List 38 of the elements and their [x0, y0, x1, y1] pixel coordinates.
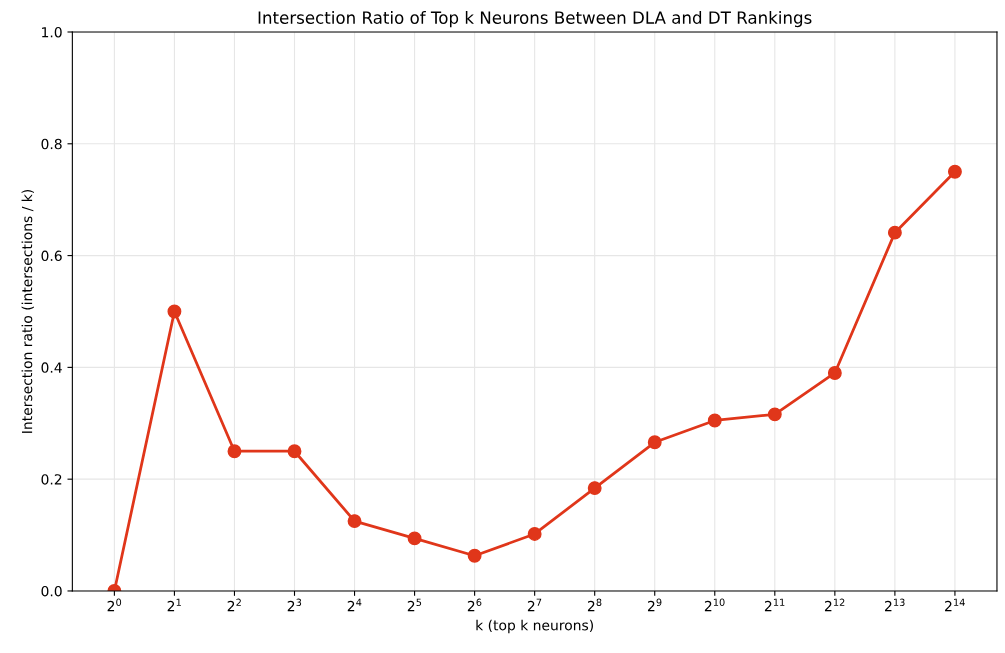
x-tick-label: 2$^{8}$ [587, 598, 602, 612]
point [347, 514, 362, 529]
chart-title: Intersection Ratio of Top k Neurons Between DLA and DT Rankings [258, 11, 812, 28]
x-tick-label: 2$^{12}$ [824, 598, 845, 612]
x-tick-label: 2$^{3}$ [287, 598, 302, 612]
x-tick-label: 2$^{0}$ [107, 598, 122, 612]
y-tick-label: 1.0 [42, 26, 62, 38]
y-tick-label: 0.4 [41, 362, 62, 373]
y-axis-title: Intersection ratio (intersections / k) [21, 189, 34, 433]
x-tick-label: 2$^{7}$ [527, 598, 542, 612]
point [647, 435, 662, 450]
point [167, 304, 182, 319]
point [827, 366, 842, 380]
point [767, 407, 782, 422]
y-tick-label: 0.8 [41, 138, 62, 150]
point [707, 413, 722, 428]
x-axis-title: k (top k neurons) [476, 619, 593, 634]
x-tick-label: 2$^{11}$ [764, 598, 785, 612]
x-tick-label: 2$^{14}$ [945, 598, 965, 612]
y-tick-label: 0.0 [41, 585, 62, 597]
point [287, 444, 302, 459]
y-tick-label: 0.2 [41, 474, 62, 485]
x-tick-label: 2$^{2}$ [227, 598, 241, 612]
x-tick-label: 2$^{1}$ [167, 598, 181, 612]
point [947, 164, 962, 179]
point [887, 225, 902, 240]
point [467, 548, 482, 563]
point [527, 527, 542, 541]
x-tick-label: 2$^{13}$ [885, 598, 905, 612]
x-tick-label: 2$^{5}$ [407, 598, 422, 612]
point [587, 481, 602, 496]
x-tick-label: 2$^{6}$ [467, 598, 482, 612]
point [407, 531, 422, 546]
x-tick-label: 2$^{4}$ [347, 598, 362, 612]
x-tick-label: 2$^{10}$ [704, 598, 725, 612]
point [227, 444, 242, 459]
y-tick-label: 0.6 [41, 250, 62, 262]
x-tick-label: 2$^{9}$ [647, 598, 662, 612]
